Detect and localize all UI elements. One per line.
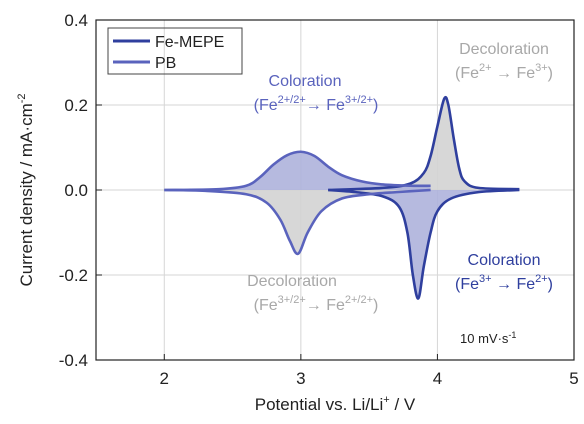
- y-tick-label: -0.4: [59, 351, 88, 370]
- annotation-text: (Fe: [455, 276, 479, 293]
- annotation-text: ): [373, 297, 378, 314]
- annotation-pb-decoloration: Decoloration: [247, 273, 337, 290]
- x-tick-label: 5: [569, 369, 578, 388]
- annotation-superscript: 3+/2+: [345, 94, 373, 106]
- y-tick-label: 0.2: [64, 96, 88, 115]
- annotation-text: → Fe: [492, 65, 536, 82]
- legend-box: [107, 27, 243, 75]
- annotation-fe-coloration: Coloration: [468, 252, 541, 269]
- annotation-superscript: 2+: [479, 62, 492, 74]
- annotation-superscript: 3+/2+: [278, 294, 306, 306]
- x-tick-label: 3: [296, 369, 305, 388]
- fill-pb-cathodic: [164, 190, 431, 254]
- scan-rate-sup: -1: [508, 330, 516, 340]
- y-tick-label: 0.0: [64, 181, 88, 200]
- axis-ticks: [96, 19, 575, 361]
- x-axis-label-sup: +: [383, 394, 389, 406]
- x-axis-label: Potential vs. Li/Li+ / V: [255, 394, 416, 414]
- annotation-text: ): [373, 97, 378, 114]
- annotation-fe-decoloration: Decoloration: [459, 41, 549, 58]
- y-axis-label-sup: -2: [16, 93, 28, 103]
- annotation-superscript: 3+: [479, 273, 492, 285]
- fill-fe-mepe-cathodic: [328, 190, 520, 299]
- legend-label-pb: PB: [155, 55, 176, 72]
- fill-pb-anodic: [164, 151, 431, 190]
- annotation-pb-coloration: Coloration: [269, 73, 342, 90]
- y-axis-label: Current density / mA·cm-2: [16, 93, 36, 286]
- annotation-text: (Fe: [254, 97, 278, 114]
- x-tick-label: 4: [433, 369, 442, 388]
- legend: Fe-MEPE PB: [107, 27, 243, 75]
- series-line-pb-anodic: [164, 150, 431, 192]
- annotation-fe-decoloration-species: (Fe2+ → Fe3+): [455, 62, 553, 82]
- annotation-pb-decoloration-species: (Fe3+/2+→ Fe2+/2+): [254, 294, 379, 314]
- x-axis-label-tail: / V: [390, 395, 416, 414]
- y-tick-label: -0.2: [59, 266, 88, 285]
- annotation-pb-coloration-species: (Fe2+/2+→ Fe3+/2+): [254, 94, 379, 114]
- series-line-pb-cathodic: [164, 188, 431, 256]
- y-tick-label: 0.4: [64, 11, 88, 30]
- annotation-text: → Fe: [306, 97, 345, 114]
- annotation-text: (Fe: [455, 65, 479, 82]
- annotation-text: → Fe: [306, 297, 345, 314]
- annotation-text: (Fe: [254, 297, 278, 314]
- series-line-fe-mepe-cathodic: [328, 188, 520, 300]
- scan-rate-label: 10 mV·s-1: [460, 330, 516, 346]
- annotation-superscript: 3+: [535, 62, 548, 74]
- annotation-superscript: 2+/2+: [278, 94, 306, 106]
- fill-fe-mepe-anodic: [328, 97, 520, 190]
- series-line-fe-mepe-anodic: [328, 95, 520, 192]
- annotation-fe-coloration-species: (Fe3+ → Fe2+): [455, 273, 553, 293]
- x-tick-label: 2: [160, 369, 169, 388]
- annotation-text: → Fe: [492, 276, 536, 293]
- area-fills: [164, 97, 520, 299]
- annotation-text: ): [548, 276, 553, 293]
- annotation-superscript: 2+: [535, 273, 548, 285]
- legend-label-fe-mepe: Fe-MEPE: [155, 34, 224, 51]
- tick-labels: 2 3 4 5 -0.4 -0.2 0.0 0.2 0.4: [59, 11, 579, 388]
- series-curves: [164, 95, 520, 300]
- annotation-superscript: 2+/2+: [345, 294, 373, 306]
- annotation-text: ): [548, 65, 553, 82]
